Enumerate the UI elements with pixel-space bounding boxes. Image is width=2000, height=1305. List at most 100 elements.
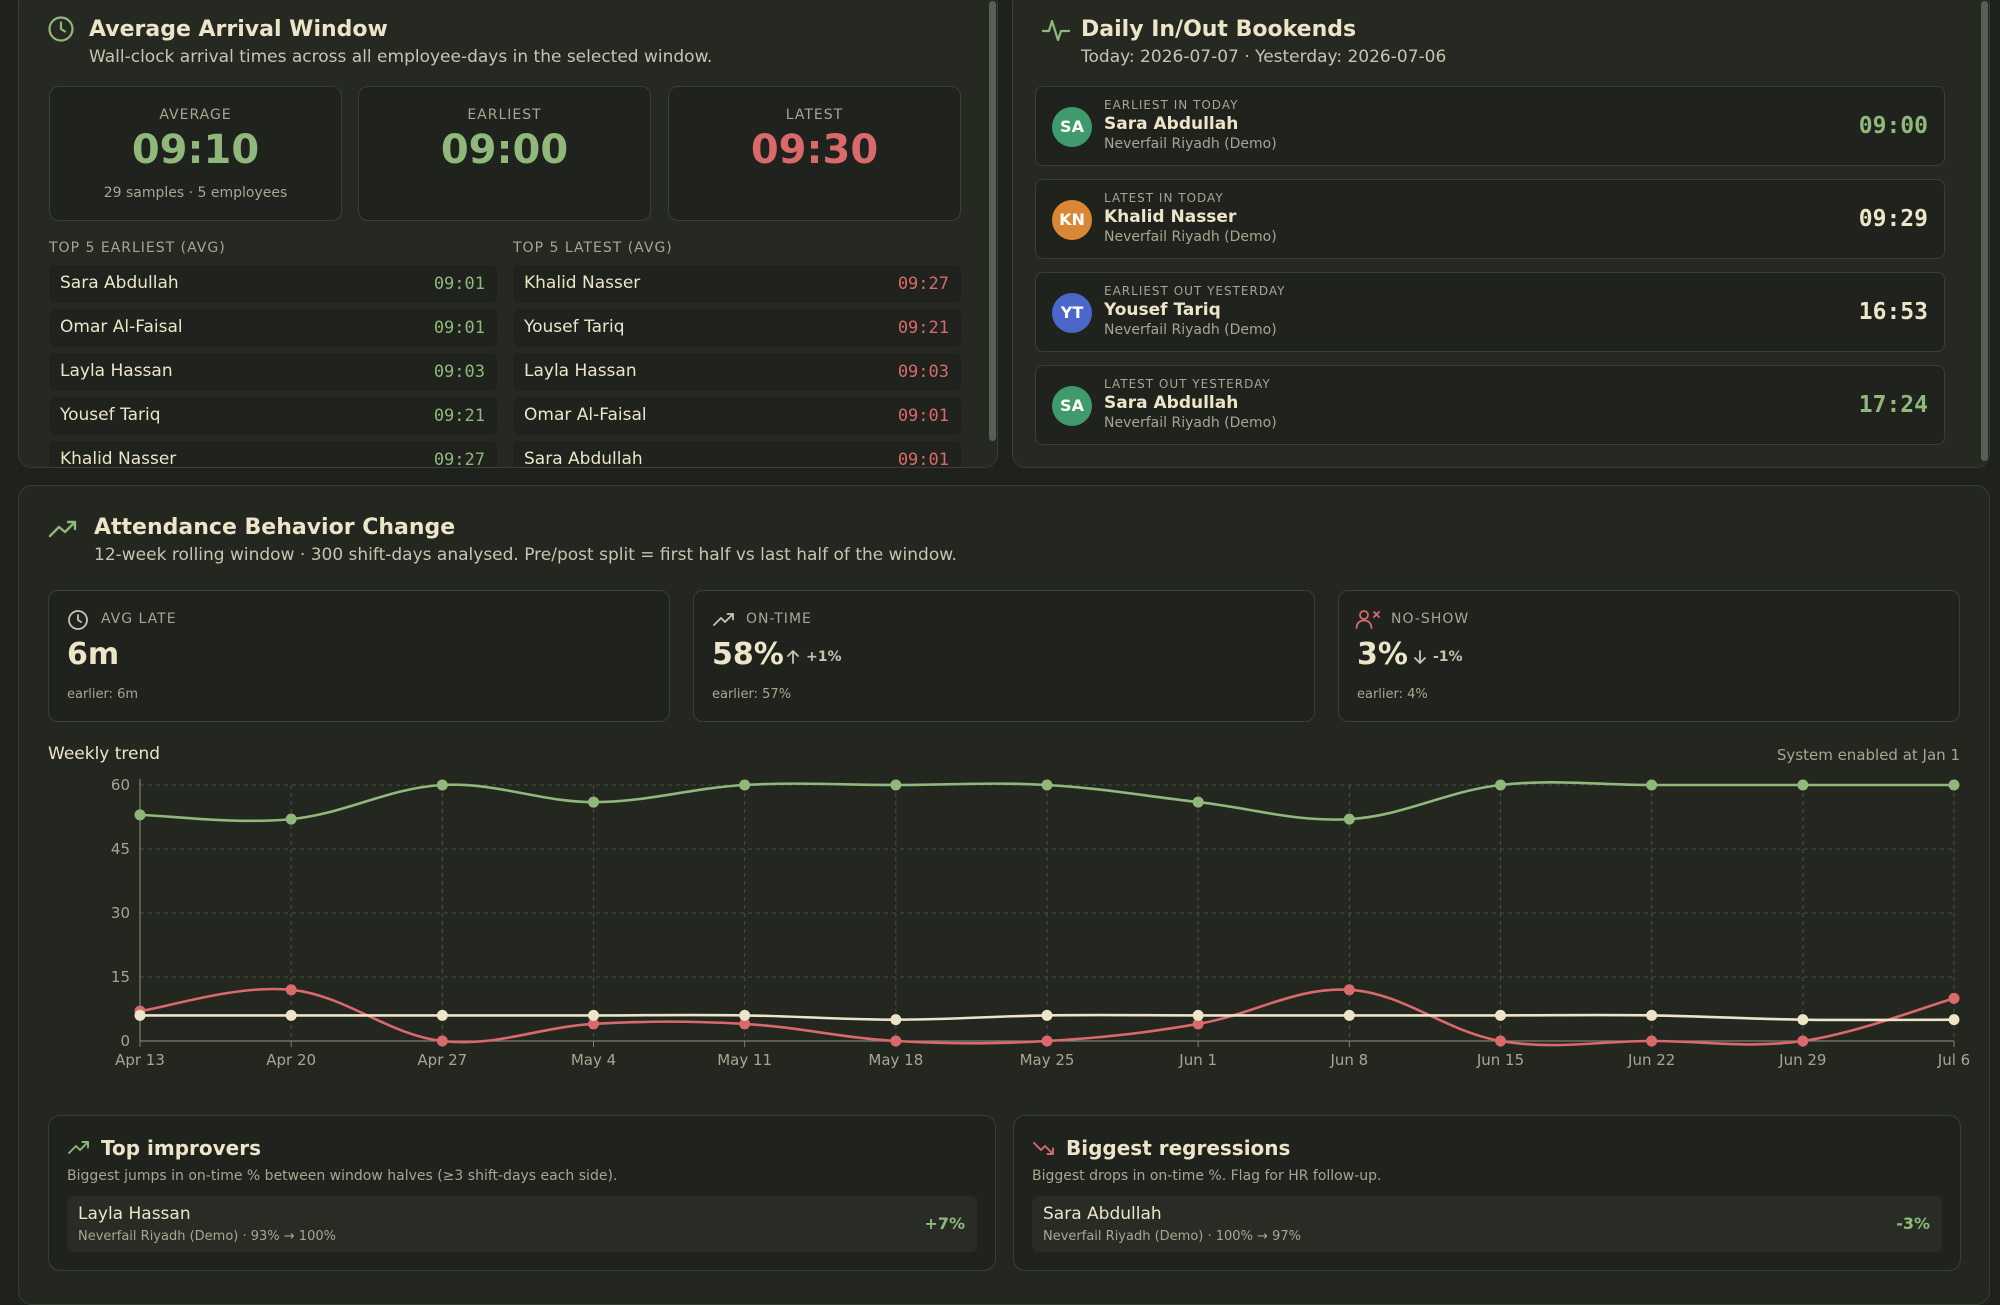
data-point: [436, 779, 448, 791]
user-x-icon: [1355, 610, 1380, 629]
list-item: Sara Abdullah 09:01: [513, 441, 961, 468]
list-item-name: Layla Hassan: [60, 361, 173, 381]
x-tick-label: May 18: [868, 1051, 923, 1069]
avatar: KN: [1052, 200, 1092, 240]
data-point: [1495, 779, 1506, 791]
data-point: [588, 1009, 599, 1021]
bookend-name: Khalid Nasser: [1104, 207, 1237, 227]
bookends-subtitle: Today: 2026-07-07 · Yesterday: 2026-07-0…: [1081, 47, 1447, 67]
avatar: SA: [1052, 386, 1092, 426]
stat-earliest-label: EARLIEST: [467, 107, 542, 123]
avatar: SA: [1052, 107, 1092, 147]
bookend-name: Sara Abdullah: [1104, 393, 1239, 413]
list-item-name: Omar Al-Faisal: [60, 317, 183, 337]
list-item: Yousef Tariq 09:21: [513, 309, 961, 347]
data-point: [285, 984, 297, 996]
x-tick-label: Apr 13: [115, 1051, 165, 1069]
data-point: [739, 779, 751, 791]
list-item-time: 09:21: [897, 318, 949, 338]
list-item: Omar Al-Faisal 09:01: [49, 309, 497, 347]
bookend-site: Neverfail Riyadh (Demo): [1104, 136, 1277, 152]
bookend-label: LATEST IN TODAY: [1104, 191, 1224, 205]
data-point: [588, 796, 599, 808]
x-tick-label: Jun 15: [1476, 1051, 1524, 1069]
list-item: Layla Hassan 09:03: [513, 353, 961, 391]
biggest-regressions-panel: Biggest regressions Biggest drops in on-…: [1013, 1115, 1961, 1271]
y-tick-label: 45: [111, 840, 130, 858]
x-tick-label: May 11: [717, 1051, 772, 1069]
clock-icon: [68, 610, 88, 630]
data-point: [1646, 779, 1658, 791]
list-item-time: 09:03: [433, 362, 485, 382]
trending-up-icon: [713, 613, 734, 626]
kpi-label: NO-SHOW: [1391, 611, 1470, 627]
bookends-panel: Daily In/Out Bookends Today: 2026-07-07 …: [1012, 0, 1990, 468]
arrival-scrollbar[interactable]: [989, 1, 996, 441]
list-item-time: 09:27: [433, 450, 485, 468]
kpi-on-time: ON-TIME 58% +1% earlier: 57%: [693, 590, 1315, 722]
regression-name: Sara Abdullah: [1043, 1204, 1162, 1224]
data-point: [1041, 1035, 1053, 1047]
x-tick-label: May 4: [571, 1051, 616, 1069]
regression-delta: -3%: [1896, 1214, 1930, 1233]
list-item-name: Omar Al-Faisal: [524, 405, 647, 425]
stat-latest-value: 09:30: [750, 127, 879, 173]
data-point: [890, 1014, 902, 1026]
kpi-label: ON-TIME: [746, 611, 812, 627]
list-item-name: Khalid Nasser: [60, 449, 177, 468]
list-item-time: 09:03: [897, 362, 949, 382]
x-tick-label: Jun 1: [1178, 1051, 1217, 1069]
bookend-time: 09:00: [1858, 113, 1928, 139]
data-point: [1192, 1018, 1204, 1030]
list-item: Khalid Nasser 09:27: [49, 441, 497, 468]
kpi-value: 6m: [67, 637, 120, 672]
kpi-note: earlier: 57%: [712, 687, 792, 702]
data-point: [1646, 1009, 1658, 1021]
bookend-site: Neverfail Riyadh (Demo): [1104, 415, 1277, 431]
data-point: [1646, 1035, 1658, 1047]
list-item-time: 09:27: [897, 274, 949, 294]
bookend-site: Neverfail Riyadh (Demo): [1104, 229, 1277, 245]
list-item: Layla Hassan 09:03: [49, 353, 497, 391]
data-point: [285, 1009, 297, 1021]
list-item-name: Yousef Tariq: [524, 317, 625, 337]
bookends-title: Daily In/Out Bookends: [1081, 17, 1357, 42]
data-point: [1797, 1014, 1809, 1026]
data-point: [1495, 1009, 1506, 1021]
data-point: [134, 809, 146, 821]
data-point: [285, 813, 297, 825]
data-point: [890, 1035, 902, 1047]
improver-row: Layla Hassan Neverfail Riyadh (Demo) · 9…: [67, 1196, 977, 1252]
kpi-note: earlier: 6m: [67, 687, 139, 702]
list-item-name: Sara Abdullah: [524, 449, 643, 468]
list-item-time: 09:21: [433, 406, 485, 426]
stat-earliest: EARLIEST 09:00: [358, 86, 651, 221]
stat-earliest-value: 09:00: [440, 127, 569, 173]
x-tick-label: Apr 27: [417, 1051, 467, 1069]
avatar: YT: [1052, 293, 1092, 333]
stat-average: AVERAGE 09:10 29 samples · 5 employees: [49, 86, 342, 221]
improver-delta: +7%: [924, 1214, 965, 1233]
bookend-label: LATEST OUT YESTERDAY: [1104, 377, 1271, 391]
activity-icon: [1041, 19, 1071, 42]
data-point: [1041, 779, 1053, 791]
bookend-name: Sara Abdullah: [1104, 114, 1239, 134]
bookend-label: EARLIEST IN TODAY: [1104, 98, 1239, 112]
bookend-time: 16:53: [1858, 299, 1928, 325]
list-item-name: Layla Hassan: [524, 361, 637, 381]
top-improvers-panel: Top improvers Biggest jumps in on-time %…: [48, 1115, 996, 1271]
arrow-up-icon: [787, 650, 799, 664]
stat-average-value: 09:10: [131, 127, 260, 173]
clock-icon: [48, 16, 74, 42]
trending-up-icon: [48, 520, 77, 538]
data-point: [1948, 992, 1960, 1004]
data-point: [1192, 1009, 1204, 1021]
kpi-label: AVG LATE: [101, 611, 177, 627]
data-point: [1948, 779, 1960, 791]
arrival-subtitle: Wall-clock arrival times across all empl…: [89, 47, 713, 67]
bookend-row: SA LATEST OUT YESTERDAY Sara Abdullah Ne…: [1035, 365, 1945, 445]
bookends-scrollbar[interactable]: [1981, 1, 1988, 461]
bookend-name: Yousef Tariq: [1104, 300, 1221, 320]
arrow-down-icon: [1414, 650, 1426, 664]
trend-title: Weekly trend: [48, 744, 161, 764]
